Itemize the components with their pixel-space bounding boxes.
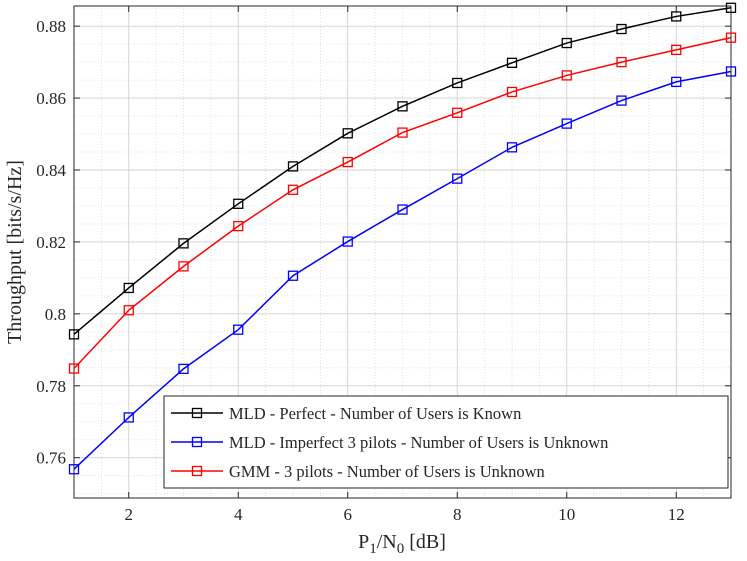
- legend-label: MLD - Perfect - Number of Users is Known: [229, 404, 521, 423]
- data-point: [452, 173, 463, 184]
- data-point: [178, 261, 189, 272]
- data-point: [178, 363, 189, 375]
- series-line: [73, 36, 732, 370]
- series-2: [68, 66, 737, 475]
- series-line: [73, 7, 732, 335]
- legend-label: GMM - 3 pilots - Number of Users is Unkn…: [229, 462, 545, 481]
- y-tick-label: 0.84: [36, 161, 66, 180]
- x-tick-label: 2: [125, 505, 134, 524]
- y-tick-label: 0.86: [36, 89, 66, 108]
- y-tick-label: 0.78: [36, 377, 66, 396]
- data-point: [397, 204, 408, 215]
- axes-box: [73, 5, 732, 499]
- y-tick-label: 0.88: [36, 17, 66, 36]
- x-axis-label: P1/N0 [dB]: [358, 531, 446, 557]
- data-point: [287, 270, 299, 281]
- data-point: [68, 329, 80, 340]
- data-point: [452, 107, 463, 118]
- data-point: [342, 128, 353, 139]
- data-point: [561, 70, 572, 81]
- data-point: [233, 220, 244, 232]
- data-point: [725, 32, 737, 43]
- data-point: [287, 184, 299, 195]
- legend-box: [163, 395, 729, 489]
- y-axis-label: Throughput [bits/s/Hz]: [4, 160, 26, 344]
- data-point: [616, 56, 627, 68]
- axis-ticks: 0.76 0.78 0.8 0.82 0.84 0.86 0.88 2 4 6 8 10 12: [36, 6, 731, 524]
- data-point: [342, 236, 353, 247]
- x-label-unit: [dB]: [404, 531, 446, 553]
- x-tick-label: 4: [234, 505, 243, 524]
- data-point: [68, 363, 80, 374]
- x-tick-label: 10: [558, 505, 575, 524]
- data-point: [671, 11, 682, 22]
- data-point: [506, 86, 518, 98]
- data-point: [671, 76, 682, 88]
- legend: MLD - Perfect - Number of Users is Known…: [163, 395, 729, 489]
- data-point: [342, 156, 353, 168]
- x-label-n: /N: [377, 531, 397, 553]
- data-point: [233, 198, 244, 209]
- data-point: [725, 66, 737, 77]
- legend-marker: [191, 465, 203, 477]
- legend-marker: [191, 436, 203, 448]
- data-point: [506, 57, 518, 68]
- legend-marker: [191, 407, 203, 419]
- data-point: [68, 464, 80, 475]
- series-1: [68, 2, 737, 340]
- series-group: [68, 2, 737, 475]
- x-tick-label: 12: [668, 505, 685, 524]
- series-3: [68, 32, 737, 374]
- data-point: [123, 305, 134, 316]
- legend-label: MLD - Imperfect 3 pilots - Number of Use…: [229, 433, 608, 452]
- x-tick-label: 6: [344, 505, 353, 524]
- data-point: [397, 101, 408, 112]
- data-point: [671, 44, 682, 56]
- x-tick-label: 8: [453, 505, 462, 524]
- data-point: [178, 238, 189, 249]
- legend-entry-1: MLD - Perfect - Number of Users is Known: [171, 404, 521, 423]
- legend-entry-2: MLD - Imperfect 3 pilots - Number of Use…: [171, 433, 608, 452]
- y-tick-label: 0.8: [45, 305, 66, 324]
- legend-entry-3: GMM - 3 pilots - Number of Users is Unkn…: [171, 462, 545, 481]
- data-point: [452, 77, 463, 89]
- data-point: [123, 282, 134, 294]
- data-point: [397, 127, 408, 138]
- data-point: [725, 2, 737, 13]
- series-line: [73, 70, 732, 470]
- data-point: [123, 412, 134, 423]
- x-label-sub-1: 1: [369, 541, 377, 557]
- y-tick-label: 0.82: [36, 233, 66, 252]
- data-point: [616, 23, 627, 35]
- y-tick-label: 0.76: [36, 449, 66, 468]
- data-point: [233, 324, 244, 335]
- data-point: [561, 37, 572, 49]
- data-point: [616, 95, 627, 106]
- data-point: [506, 142, 518, 153]
- data-point: [287, 161, 299, 172]
- data-point: [561, 118, 572, 129]
- x-label-p: P: [358, 531, 369, 553]
- x-label-sub-0: 0: [397, 541, 405, 557]
